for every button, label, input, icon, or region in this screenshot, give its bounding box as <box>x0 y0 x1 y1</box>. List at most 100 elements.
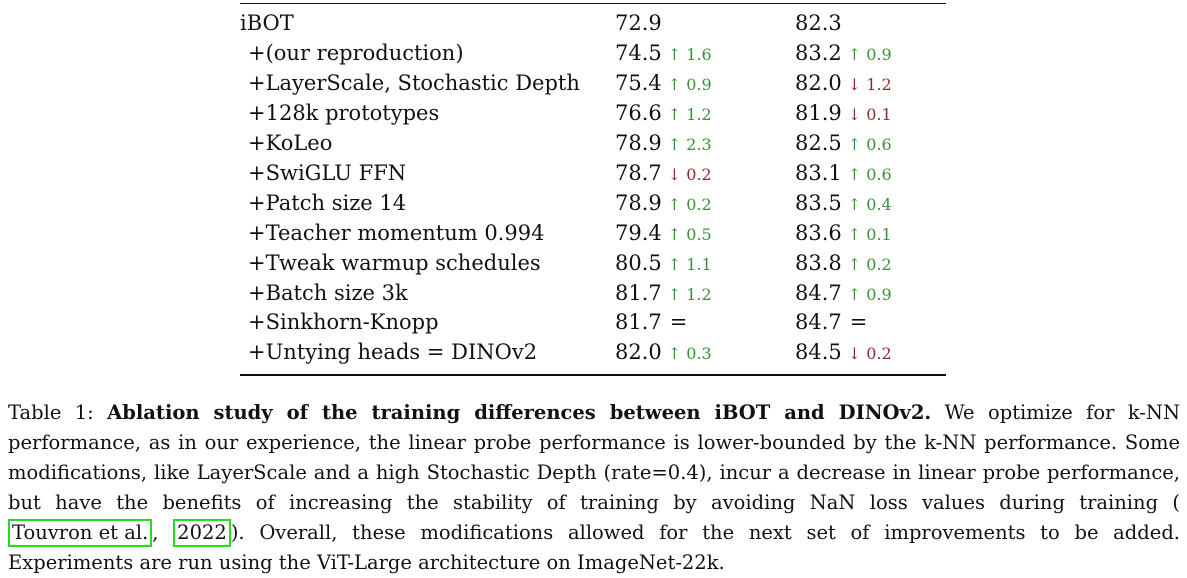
knn-delta: ↑ 0.9 <box>667 75 712 94</box>
method-cell: +128k prototypes <box>248 101 440 125</box>
knn-cell: 75.4 ↑ 0.9 <box>615 68 712 100</box>
linear-value: 84.5 <box>795 340 842 364</box>
knn-delta: ↑ 1.2 <box>667 285 712 304</box>
method-cell: +Tweak warmup schedules <box>248 251 541 275</box>
linear-value: 83.2 <box>795 41 842 65</box>
linear-delta: ↓ 0.2 <box>847 344 892 363</box>
knn-cell: 78.7 ↓ 0.2 <box>615 158 712 190</box>
linear-cell: 83.2 ↑ 0.9 <box>795 38 892 70</box>
knn-cell: 72.9 <box>615 8 662 38</box>
method-cell: +KoLeo <box>248 131 333 155</box>
knn-cell: 80.5 ↑ 1.1 <box>615 248 712 280</box>
linear-cell: 83.1 ↑ 0.6 <box>795 158 892 190</box>
knn-delta: ↑ 1.2 <box>667 105 712 124</box>
knn-delta: ↑ 0.3 <box>667 344 712 363</box>
linear-delta: ↑ 0.9 <box>847 45 892 64</box>
knn-delta: ↑ 2.3 <box>667 135 712 154</box>
linear-cell: 81.9 ↓ 0.1 <box>795 98 892 130</box>
method-cell: iBOT <box>240 11 294 35</box>
knn-cell: 82.0 ↑ 0.3 <box>615 337 712 369</box>
citation-separator: , <box>152 521 159 544</box>
table-row: +Batch size 3k 81.7 ↑ 1.2 84.7 ↑ 0.9 <box>240 278 946 308</box>
linear-cell: 84.7 = <box>795 307 867 337</box>
linear-delta: ↓ 0.1 <box>847 105 892 124</box>
knn-value: 78.7 <box>615 161 662 185</box>
knn-value: 74.5 <box>615 41 662 65</box>
knn-delta: ↑ 0.2 <box>667 195 712 214</box>
linear-cell: 82.0 ↓ 1.2 <box>795 68 892 100</box>
table-row: +Teacher momentum 0.994 79.4 ↑ 0.5 83.6 ↑ 0.… <box>240 218 946 248</box>
linear-value: 81.9 <box>795 101 842 125</box>
caption-text-2: ). Overall, these modifications allowed … <box>8 521 1180 574</box>
knn-value: 80.5 <box>615 251 662 275</box>
knn-cell: 74.5 ↑ 1.6 <box>615 38 712 70</box>
citation-author-link[interactable]: Touvron et al. <box>8 519 153 547</box>
method-cell: +Batch size 3k <box>248 281 408 305</box>
table-row: +(our reproduction) 74.5 ↑ 1.6 83.2 ↑ 0.9 <box>240 38 946 68</box>
knn-cell: 81.7 = <box>615 307 687 337</box>
linear-cell: 84.5 ↓ 0.2 <box>795 337 892 369</box>
table-row: +Patch size 14 78.9 ↑ 0.2 83.5 ↑ 0.4 <box>240 188 946 218</box>
linear-value: 82.5 <box>795 131 842 155</box>
linear-delta: ↑ 0.4 <box>847 195 892 214</box>
knn-value: 81.7 <box>615 281 662 305</box>
linear-delta: ↑ 0.2 <box>847 255 892 274</box>
linear-value: 84.7 <box>795 310 842 334</box>
knn-cell: 78.9 ↑ 0.2 <box>615 188 712 220</box>
linear-cell: 82.5 ↑ 0.6 <box>795 128 892 160</box>
table-row: +SwiGLU FFN 78.7 ↓ 0.2 83.1 ↑ 0.6 <box>240 158 946 188</box>
knn-cell: 78.9 ↑ 2.3 <box>615 128 712 160</box>
table-caption: Table 1: Ablation study of the training … <box>8 398 1180 578</box>
knn-value: 76.6 <box>615 101 662 125</box>
method-cell: +Patch size 14 <box>248 191 407 215</box>
knn-value: 82.0 <box>615 340 662 364</box>
method-cell: +Untying heads = DINOv2 <box>248 340 538 364</box>
method-cell: +LayerScale, Stochastic Depth <box>248 71 580 95</box>
linear-value: 83.1 <box>795 161 842 185</box>
table-bottom-rule <box>240 374 946 376</box>
method-cell: +Sinkhorn-Knopp <box>248 310 439 334</box>
method-cell: +SwiGLU FFN <box>248 161 407 185</box>
linear-value: 82.3 <box>795 11 842 35</box>
knn-value: 81.7 <box>615 310 662 334</box>
linear-value: 83.6 <box>795 221 842 245</box>
caption-text-1: We optimize for k-NN performance, as in … <box>8 401 1181 514</box>
table-row: +Tweak warmup schedules 80.5 ↑ 1.1 83.8 ↑ 0.… <box>240 248 946 278</box>
table-row: +128k prototypes 76.6 ↑ 1.2 81.9 ↓ 0.1 <box>240 98 946 128</box>
knn-value: 79.4 <box>615 221 662 245</box>
knn-value: 78.9 <box>615 191 662 215</box>
linear-value: 83.8 <box>795 251 842 275</box>
caption-label: Table 1: <box>8 401 94 424</box>
linear-cell: 83.8 ↑ 0.2 <box>795 248 892 280</box>
table-row: +LayerScale, Stochastic Depth 75.4 ↑ 0.9 82… <box>240 68 946 98</box>
table-row: +Untying heads = DINOv2 82.0 ↑ 0.3 84.5 ↓ 0.… <box>240 337 946 367</box>
knn-delta: = <box>669 310 688 334</box>
knn-cell: 81.7 ↑ 1.2 <box>615 278 712 310</box>
linear-delta: ↑ 0.9 <box>847 285 892 304</box>
table-row: +KoLeo 78.9 ↑ 2.3 82.5 ↑ 0.6 <box>240 128 946 158</box>
knn-cell: 76.6 ↑ 1.2 <box>615 98 712 130</box>
linear-delta: = <box>849 310 868 334</box>
knn-delta: ↑ 0.5 <box>667 225 712 244</box>
method-cell: +Teacher momentum 0.994 <box>248 221 545 245</box>
linear-delta: ↓ 1.2 <box>847 75 892 94</box>
table-row: iBOT 72.9 82.3 <box>240 8 946 38</box>
knn-cell: 79.4 ↑ 0.5 <box>615 218 712 250</box>
linear-value: 83.5 <box>795 191 842 215</box>
table-top-rule <box>240 3 946 4</box>
citation-year-link[interactable]: 2022 <box>173 519 231 547</box>
method-cell: +(our reproduction) <box>248 41 464 65</box>
linear-value: 82.0 <box>795 71 842 95</box>
linear-delta: ↑ 0.6 <box>847 165 892 184</box>
knn-delta: ↓ 0.2 <box>667 165 712 184</box>
linear-cell: 83.5 ↑ 0.4 <box>795 188 892 220</box>
caption-title: Ablation study of the training differenc… <box>107 401 932 424</box>
table-row: +Sinkhorn-Knopp 81.7 = 84.7 = <box>240 307 946 337</box>
linear-value: 84.7 <box>795 281 842 305</box>
linear-delta: ↑ 0.1 <box>847 225 892 244</box>
knn-value: 75.4 <box>615 71 662 95</box>
knn-value: 72.9 <box>615 11 662 35</box>
knn-delta: ↑ 1.1 <box>667 255 712 274</box>
linear-cell: 83.6 ↑ 0.1 <box>795 218 892 250</box>
knn-value: 78.9 <box>615 131 662 155</box>
